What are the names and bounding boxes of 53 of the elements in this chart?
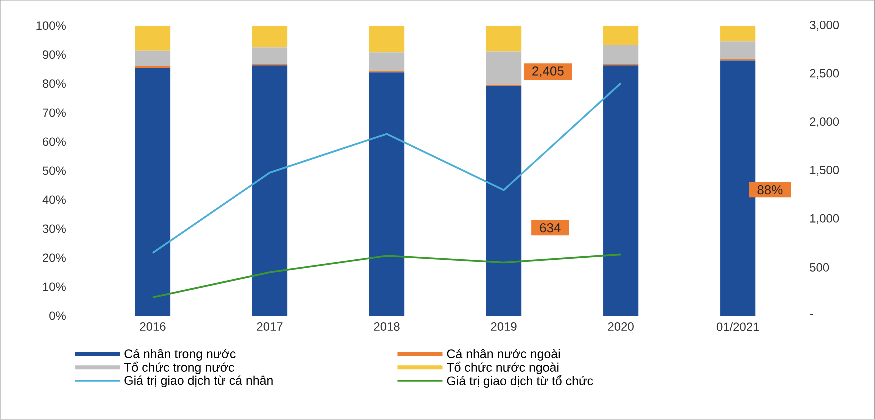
- x-tick-label: 2020: [608, 322, 634, 331]
- bar: [720, 26, 756, 42]
- bar: [604, 45, 639, 64]
- legend-label: Giá trị giao dịch từ cá nhân: [124, 376, 273, 388]
- bar: [369, 72, 405, 316]
- bar: [486, 26, 522, 52]
- bar: [369, 26, 405, 53]
- bar: [135, 50, 171, 67]
- y2-tick-label: 2,500: [810, 69, 840, 80]
- x-tick-label: 2018: [374, 322, 400, 331]
- y-tick-label: 20%: [43, 254, 66, 262]
- y-tick-label: 100%: [36, 22, 66, 30]
- x-tick-label: 2016: [140, 322, 166, 331]
- bar: [486, 86, 522, 316]
- legend-label: Cá nhân nước ngoài: [447, 349, 560, 361]
- annotation: 88%: [758, 186, 783, 195]
- legend-label: Tổ chức nước ngoài: [447, 362, 559, 374]
- x-tick-label: 2019: [491, 322, 517, 331]
- y2-tick-label: 3,000: [810, 21, 840, 31]
- y-tick-label: 90%: [43, 50, 66, 60]
- line-series: [152, 82, 622, 254]
- line-series: [152, 254, 622, 299]
- y2-tick-label: 1,000: [810, 214, 840, 224]
- y2-tick-label: 500: [810, 263, 830, 272]
- y-tick-label: 30%: [42, 224, 66, 234]
- x-tick-label: 01/2021: [716, 322, 760, 332]
- annotation: 634: [540, 224, 561, 233]
- y2-tick-label: 2,000: [810, 118, 840, 128]
- bar: [135, 68, 171, 316]
- bar: [369, 52, 405, 72]
- bar: [252, 26, 288, 48]
- y2-tick-label: -: [810, 314, 814, 316]
- legend-label: Giá trị giao dịch từ tổ chức: [447, 375, 594, 388]
- bar: [720, 42, 756, 60]
- bar: [252, 48, 288, 64]
- y2-tick-label: 1,500: [810, 166, 840, 176]
- bar: [252, 66, 288, 316]
- y-tick-label: 40%: [42, 196, 66, 204]
- y-tick-label: 80%: [42, 80, 66, 88]
- bar: [604, 66, 639, 316]
- y-tick-label: 10%: [43, 282, 66, 292]
- y-tick-label: 0%: [50, 312, 66, 320]
- bar: [486, 52, 522, 86]
- bar: [720, 60, 756, 316]
- y-tick-label: 60%: [43, 138, 66, 146]
- annotation: 2,405: [532, 66, 564, 78]
- bar: [604, 26, 639, 46]
- x-tick-label: 2017: [257, 322, 283, 331]
- y-tick-label: 50%: [42, 166, 66, 176]
- legend-label: Cá nhân trong nước: [124, 349, 236, 361]
- legend-label: Tổ chức trong nước: [124, 362, 234, 374]
- bar: [135, 26, 171, 51]
- y-tick-label: 70%: [43, 108, 66, 118]
